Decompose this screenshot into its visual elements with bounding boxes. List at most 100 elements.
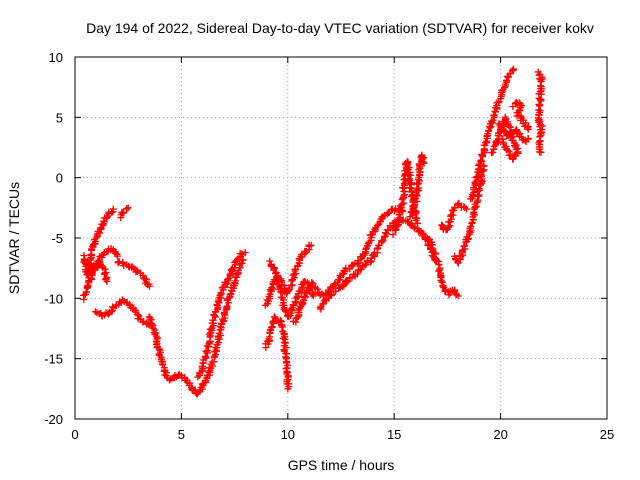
data-point — [501, 143, 509, 151]
data-point — [126, 300, 134, 308]
data-point — [474, 192, 482, 200]
data-point — [501, 84, 509, 92]
data-point — [509, 136, 517, 144]
data-point — [166, 376, 174, 384]
data-point — [537, 97, 545, 105]
data-point — [414, 220, 422, 228]
y-tick-label: -10 — [44, 291, 63, 306]
x-tick-label: 10 — [281, 427, 295, 442]
data-point — [241, 248, 249, 256]
x-tick-label: 20 — [493, 427, 507, 442]
data-point — [410, 224, 418, 232]
data-point — [467, 222, 475, 230]
data-point — [509, 103, 517, 111]
data-point — [490, 112, 498, 120]
y-tick-label: 5 — [56, 110, 63, 125]
data-point — [348, 274, 356, 282]
data-point — [524, 124, 532, 132]
data-point — [284, 385, 292, 393]
data-point — [215, 329, 223, 337]
data-point — [223, 302, 231, 310]
data-point — [454, 292, 462, 300]
data-point — [521, 136, 529, 144]
data-point — [435, 260, 443, 268]
chart-title: Day 194 of 2022, Sidereal Day-to-day VTE… — [86, 20, 594, 36]
data-point — [135, 312, 143, 320]
data-point — [86, 261, 94, 269]
data-point — [145, 282, 153, 290]
data-point — [316, 304, 324, 312]
data-point — [91, 308, 99, 316]
data-point — [108, 208, 116, 216]
data-point — [373, 221, 381, 229]
data-point — [103, 213, 111, 221]
data-point — [87, 274, 95, 282]
data-point — [278, 323, 286, 331]
data-point — [524, 135, 532, 143]
data-point — [291, 298, 299, 306]
data-point — [360, 251, 368, 259]
data-point — [499, 135, 507, 143]
data-point — [401, 188, 409, 196]
x-tick-label: 0 — [71, 427, 78, 442]
data-point — [369, 251, 377, 259]
x-axis-label: GPS time / hours — [288, 457, 395, 473]
data-point — [412, 216, 420, 224]
data-point — [353, 260, 361, 268]
y-tick-label: -15 — [44, 352, 63, 367]
gridlines — [75, 57, 607, 419]
data-point — [285, 287, 293, 295]
data-point — [295, 306, 303, 314]
data-point — [285, 285, 293, 293]
data-point — [141, 275, 149, 283]
data-point — [506, 123, 514, 131]
data-point — [383, 230, 391, 238]
data-point — [471, 179, 479, 187]
data-point — [420, 159, 428, 167]
data-point — [282, 308, 290, 316]
data-point — [536, 102, 544, 110]
y-axis-label: SDTVAR / TECUs — [6, 182, 22, 294]
data-point — [353, 270, 361, 278]
data-point — [524, 125, 532, 133]
data-point — [102, 268, 110, 276]
data-point — [362, 245, 370, 253]
data-point — [463, 205, 471, 213]
y-tick-label: -5 — [51, 231, 63, 246]
data-point — [202, 347, 210, 355]
data-point — [419, 158, 427, 166]
x-tick-label: 15 — [387, 427, 401, 442]
data-point — [509, 65, 517, 73]
y-tick-label: -20 — [44, 412, 63, 427]
data-point — [224, 275, 232, 283]
data-point — [506, 151, 514, 159]
x-tick-label: 5 — [178, 427, 185, 442]
data-point — [272, 270, 280, 278]
data-point — [428, 244, 436, 252]
x-tick-label: 25 — [600, 427, 614, 442]
data-point — [485, 127, 493, 135]
data-point — [114, 252, 122, 260]
data-point — [293, 299, 301, 307]
data-point — [298, 298, 306, 306]
data-point — [123, 205, 131, 213]
data-point — [392, 226, 400, 234]
data-point — [379, 237, 387, 245]
data-point — [109, 205, 117, 213]
data-point — [389, 231, 397, 239]
data-point — [88, 270, 96, 278]
data-point — [279, 334, 287, 342]
data-point — [454, 200, 462, 208]
data-point — [266, 257, 274, 265]
data-points — [80, 65, 546, 398]
data-point — [142, 275, 150, 283]
data-point — [119, 258, 127, 266]
data-point — [309, 292, 317, 300]
data-point — [307, 241, 315, 249]
data-point — [522, 119, 530, 127]
data-point — [460, 242, 468, 250]
data-point — [233, 270, 241, 278]
data-point — [211, 312, 219, 320]
data-point — [366, 258, 374, 266]
